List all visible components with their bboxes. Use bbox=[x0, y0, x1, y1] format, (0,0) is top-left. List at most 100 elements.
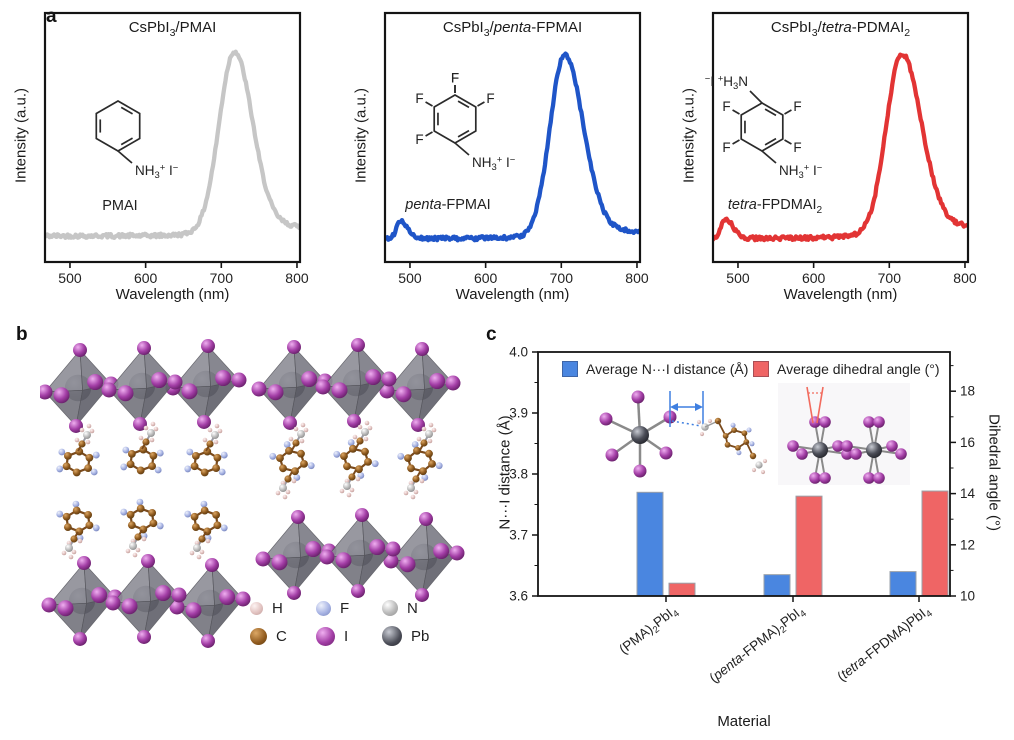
legend-label-distance: Average N···I distance (Å) bbox=[586, 361, 749, 377]
panel-b-label: b bbox=[16, 324, 28, 345]
crystal-structures bbox=[40, 338, 465, 648]
ylabel-spectrum-3: Intensity (a.u.) bbox=[680, 87, 698, 184]
legend-swatch-blue bbox=[562, 361, 578, 377]
bar-distance-0 bbox=[636, 491, 664, 597]
atom-label-I: I bbox=[344, 627, 349, 645]
xlabel-spectrum-1: Wavelength (nm) bbox=[115, 286, 230, 303]
right-tick-label: 16 bbox=[960, 435, 975, 450]
x-tick-label: 600 bbox=[134, 270, 158, 286]
right-tick-label: 12 bbox=[960, 537, 975, 552]
left-ticks: 3.6 3.7 3.8 3.9 4.0 bbox=[509, 345, 538, 604]
xlabel-material: Material bbox=[717, 713, 771, 730]
right-ticks: 10 12 14 16 18 bbox=[950, 365, 976, 604]
left-tick-label: 3.9 bbox=[509, 406, 528, 421]
distance-inset bbox=[599, 390, 768, 478]
axes-box bbox=[383, 11, 642, 264]
axes-box bbox=[43, 11, 302, 264]
bar-dihedral-1 bbox=[795, 495, 823, 597]
atom-label-N: N bbox=[407, 599, 418, 617]
x-tick-label: 700 bbox=[878, 270, 902, 286]
ylabel-spectrum-1: Intensity (a.u.) bbox=[12, 87, 30, 184]
x-tick-label: 500 bbox=[726, 270, 750, 286]
ylabel-spectrum-2: Intensity (a.u.) bbox=[352, 87, 370, 184]
F-label: F bbox=[722, 140, 730, 155]
atom-label-C: C bbox=[276, 627, 287, 645]
panel-c-label: c bbox=[486, 324, 497, 345]
right-tick-label: 10 bbox=[960, 589, 975, 604]
bar-distance-1 bbox=[763, 574, 791, 597]
axes-box bbox=[711, 11, 970, 264]
atom-sphere-I bbox=[316, 626, 335, 646]
bar-dihedral-0 bbox=[668, 582, 696, 597]
F-label: F bbox=[793, 140, 801, 155]
x-ticks: 500 600 700 800 bbox=[398, 262, 649, 286]
spectrum-penta-title: CsPbI3/penta-FPMAI bbox=[442, 19, 583, 39]
F-label: F bbox=[451, 71, 459, 86]
x-tick-label: 800 bbox=[625, 270, 649, 286]
x-tick-label: 500 bbox=[58, 270, 82, 286]
category-label-0: (PMA)2PbI4 bbox=[616, 603, 682, 660]
left-tick-label: 3.6 bbox=[509, 589, 528, 604]
category-label-1: (penta-FPMA)2PbI4 bbox=[707, 603, 809, 688]
F-label: F bbox=[415, 91, 423, 106]
atom-sphere-N bbox=[382, 600, 398, 616]
xlabel-spectrum-3: Wavelength (nm) bbox=[783, 286, 898, 303]
bars bbox=[636, 490, 949, 597]
chemical-structure-tetra-pdmai: F F F F bbox=[722, 90, 802, 164]
ylabel-distance: N···I distance (Å) bbox=[496, 415, 514, 530]
atom-sphere-H bbox=[250, 601, 263, 615]
spectrum-pmai-plot: 500 600 700 800 NH3+ I− bbox=[43, 11, 309, 286]
spectrum-curve-pmai bbox=[45, 49, 300, 240]
ammonium-label: NH3+ I− bbox=[472, 154, 516, 173]
legend-label-dihedral: Average dihedral angle (°) bbox=[777, 361, 940, 377]
legend-distance: Average N···I distance (Å) bbox=[562, 361, 748, 377]
F-label: F bbox=[415, 132, 423, 147]
spectrum-tetra-pdmai-plot: 500 600 700 800 F F F F NH3+ I− −I +H3N bbox=[705, 11, 977, 286]
F-label: F bbox=[486, 91, 494, 106]
x-tick-label: 500 bbox=[398, 270, 422, 286]
dihedral-inset bbox=[778, 383, 910, 485]
F-label: F bbox=[451, 71, 459, 86]
atom-label-Pb: Pb bbox=[411, 627, 430, 645]
panel-a-label: a bbox=[46, 6, 57, 27]
atom-label-H: H bbox=[272, 599, 283, 617]
atom-legend: H F N C I Pb bbox=[250, 594, 460, 650]
molecule-label-pmai: PMAI bbox=[102, 198, 138, 214]
molecule-label-tetra: tetra-FPDMAI2 bbox=[727, 197, 823, 216]
spectrum-pmai-title: CsPbI3/PMAI bbox=[128, 19, 217, 39]
spectrum-curve-tetra-pdmai bbox=[713, 52, 968, 243]
x-tick-label: 600 bbox=[802, 270, 826, 286]
x-ticks: 500 600 700 800 bbox=[726, 262, 977, 286]
atom-sphere-C bbox=[250, 627, 267, 645]
ammonium-label: NH3+ I− bbox=[779, 162, 823, 181]
xlabel-spectrum-2: Wavelength (nm) bbox=[455, 286, 570, 303]
structure-monolayer bbox=[251, 338, 465, 602]
atom-sphere-Pb bbox=[382, 626, 402, 646]
F-label: F bbox=[722, 99, 730, 114]
x-ticks: 500 600 700 800 bbox=[58, 262, 309, 286]
x-tick-label: 800 bbox=[285, 270, 309, 286]
right-tick-label: 18 bbox=[960, 384, 975, 399]
spectrum-tetra-pdmai: 500 600 700 800 F F F F NH3+ I− −I +H3N bbox=[705, 11, 977, 286]
atom-label-F: F bbox=[340, 599, 350, 617]
x-tick-label: 700 bbox=[210, 270, 234, 286]
x-tick-label: 800 bbox=[953, 270, 977, 286]
spectrum-tetra-title: CsPbI3/tetra-PDMAI2 bbox=[770, 19, 911, 39]
spectrum-pmai: 500 600 700 800 NH3+ I− bbox=[43, 11, 309, 286]
ammonium-label: NH3+ I− bbox=[135, 162, 179, 181]
structure-bilayer bbox=[40, 339, 251, 648]
bar-dihedral-2 bbox=[921, 490, 949, 597]
right-tick-label: 14 bbox=[960, 486, 976, 501]
inset-molecule bbox=[696, 417, 768, 475]
bar-chart: 3.6 3.7 3.8 3.9 4.0 10 12 14 16 18 (PMA)2PbI4 (pent… bbox=[509, 345, 976, 688]
chemical-structure-pmai bbox=[95, 100, 141, 164]
bar-chart-body: 3.6 3.7 3.8 3.9 4.0 10 12 14 16 18 (PMA)2PbI4 (pent… bbox=[509, 345, 976, 688]
atom-sphere-F bbox=[316, 600, 331, 616]
legend-swatch-red bbox=[753, 361, 769, 377]
left-tick-label: 3.8 bbox=[509, 467, 528, 482]
left-tick-label: 4.0 bbox=[509, 345, 528, 360]
